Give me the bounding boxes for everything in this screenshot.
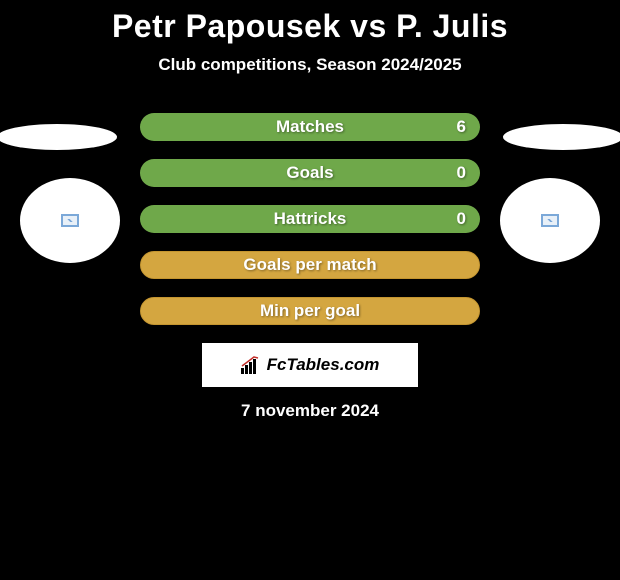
stat-value: 0	[457, 163, 466, 183]
date-label: 7 november 2024	[0, 401, 620, 421]
stat-pill: Goals 0	[140, 159, 480, 187]
stat-pill: Hattricks 0	[140, 205, 480, 233]
stat-pill: Min per goal	[140, 297, 480, 325]
stat-label: Matches	[276, 117, 344, 137]
stat-label: Goals per match	[243, 255, 376, 275]
stat-label: Goals	[286, 163, 333, 183]
stat-pill: Goals per match	[140, 251, 480, 279]
right-ellipse	[503, 124, 620, 150]
stat-value: 6	[457, 117, 466, 137]
placeholder-icon	[541, 214, 559, 227]
left-player-badge	[20, 178, 120, 263]
page-title: Petr Papousek vs P. Julis	[0, 8, 620, 45]
stat-label: Hattricks	[274, 209, 347, 229]
placeholder-icon	[61, 214, 79, 227]
page-subtitle: Club competitions, Season 2024/2025	[0, 55, 620, 75]
left-ellipse	[0, 124, 117, 150]
brand-box: FcTables.com	[202, 343, 418, 387]
stat-pill: Matches 6	[140, 113, 480, 141]
right-player-badge	[500, 178, 600, 263]
stat-value: 0	[457, 209, 466, 229]
brand-label: FcTables.com	[267, 355, 380, 375]
stats-list: Matches 6 Goals 0 Hattricks 0 Goals per …	[140, 113, 480, 325]
stat-label: Min per goal	[260, 301, 360, 321]
brand-chart-icon	[241, 356, 263, 374]
